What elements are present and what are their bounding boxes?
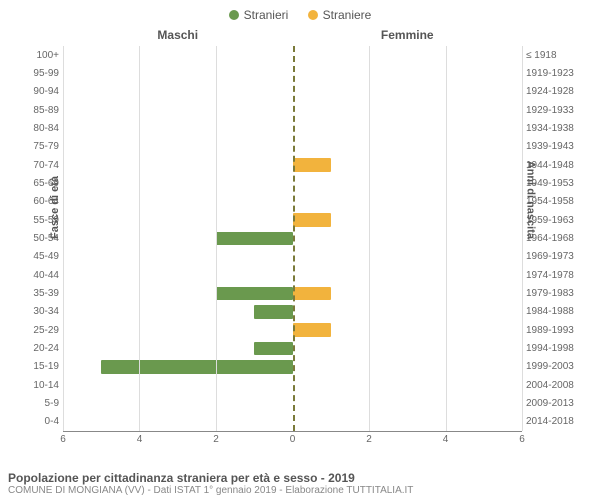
gridline: [522, 46, 523, 431]
age-label: 75-79: [33, 141, 63, 152]
birth-year-label: 2009-2013: [522, 398, 574, 409]
birth-year-label: 1929-1933: [522, 105, 574, 116]
birth-year-label: 1969-1973: [522, 251, 574, 262]
legend-item-male: Stranieri: [229, 8, 289, 22]
age-label: 0-4: [45, 416, 63, 427]
birth-year-label: 2014-2018: [522, 416, 574, 427]
birth-year-label: 1934-1938: [522, 123, 574, 134]
age-label: 80-84: [33, 123, 63, 134]
age-label: 100+: [36, 50, 63, 61]
age-label: 10-14: [33, 380, 63, 391]
birth-year-label: 1999-2003: [522, 361, 574, 372]
legend-swatch-male: [229, 10, 239, 20]
birth-year-label: 1974-1978: [522, 270, 574, 281]
age-label: 20-24: [33, 343, 63, 354]
birth-year-label: 1949-1953: [522, 178, 574, 189]
age-label: 90-94: [33, 86, 63, 97]
age-label: 5-9: [45, 398, 63, 409]
birth-year-label: 2004-2008: [522, 380, 574, 391]
birth-year-label: 1919-1923: [522, 68, 574, 79]
x-tick: 2: [213, 434, 219, 445]
legend-item-female: Straniere: [308, 8, 372, 22]
column-headers: Maschi Femmine: [8, 28, 592, 46]
bar-female: [293, 213, 331, 227]
legend-swatch-female: [308, 10, 318, 20]
column-header-male: Maschi: [63, 28, 293, 46]
x-tick: 0: [290, 434, 296, 445]
gridline: [63, 46, 64, 431]
age-label: 15-19: [33, 361, 63, 372]
legend-label-female: Straniere: [323, 8, 372, 22]
center-divider: [293, 46, 295, 431]
x-tick: 6: [519, 434, 525, 445]
chart-caption: Popolazione per cittadinanza straniera p…: [8, 471, 592, 496]
age-label: 30-34: [33, 306, 63, 317]
birth-year-label: ≤ 1918: [522, 50, 557, 61]
bar-female: [293, 287, 331, 301]
plot-area: Fasce di età Anni di nascita 100+≤ 19189…: [63, 46, 522, 432]
x-tick: 4: [137, 434, 143, 445]
bar-male: [254, 342, 292, 356]
birth-year-label: 1979-1983: [522, 288, 574, 299]
caption-title: Popolazione per cittadinanza straniera p…: [8, 471, 592, 485]
column-header-female: Femmine: [293, 28, 523, 46]
birth-year-label: 1944-1948: [522, 160, 574, 171]
population-pyramid-chart: Stranieri Straniere Maschi Femmine Fasce…: [0, 0, 600, 500]
age-label: 40-44: [33, 270, 63, 281]
age-label: 55-59: [33, 215, 63, 226]
birth-year-label: 1984-1988: [522, 306, 574, 317]
birth-year-label: 1954-1958: [522, 196, 574, 207]
bar-male: [216, 287, 292, 301]
age-label: 60-64: [33, 196, 63, 207]
age-label: 95-99: [33, 68, 63, 79]
bar-female: [293, 158, 331, 172]
bar-male: [101, 360, 292, 374]
birth-year-label: 1924-1928: [522, 86, 574, 97]
chart-legend: Stranieri Straniere: [8, 8, 592, 28]
caption-subtitle: COMUNE DI MONGIANA (VV) - Dati ISTAT 1° …: [8, 485, 592, 496]
age-label: 35-39: [33, 288, 63, 299]
x-axis-ticks: 6 4 2 0 2 4 6: [63, 432, 522, 448]
birth-year-label: 1989-1993: [522, 325, 574, 336]
legend-label-male: Stranieri: [244, 8, 289, 22]
x-tick: 4: [443, 434, 449, 445]
birth-year-label: 1939-1943: [522, 141, 574, 152]
age-label: 65-69: [33, 178, 63, 189]
bar-male: [254, 305, 292, 319]
age-label: 45-49: [33, 251, 63, 262]
x-tick: 6: [60, 434, 66, 445]
x-tick: 2: [366, 434, 372, 445]
bar-male: [216, 232, 292, 246]
birth-year-label: 1959-1963: [522, 215, 574, 226]
gridline: [139, 46, 140, 431]
bar-female: [293, 323, 331, 337]
birth-year-label: 1994-1998: [522, 343, 574, 354]
gridline: [216, 46, 217, 431]
gridline: [369, 46, 370, 431]
gridline: [446, 46, 447, 431]
birth-year-label: 1964-1968: [522, 233, 574, 244]
age-label: 85-89: [33, 105, 63, 116]
age-label: 25-29: [33, 325, 63, 336]
age-label: 70-74: [33, 160, 63, 171]
age-label: 50-54: [33, 233, 63, 244]
